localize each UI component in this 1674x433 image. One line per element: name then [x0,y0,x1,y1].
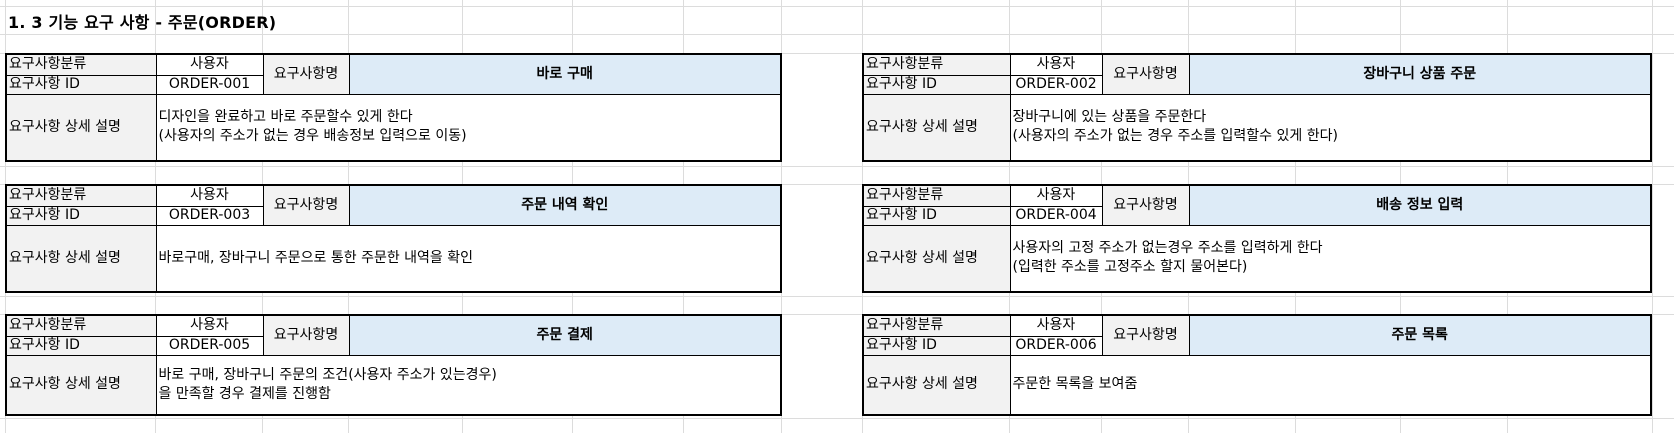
category-label: 요구사항분류 [862,314,1011,337]
req-id-value[interactable]: ORDER-002 [1009,74,1103,95]
detail-line-2: (입력한 주소를 고정주소 할지 물어본다) [1012,259,1248,276]
category-value[interactable]: 사용자 [155,314,264,337]
req-id-value[interactable]: ORDER-001 [155,74,264,95]
detail-line-2: (사용자의 주소가 없는 경우 배송정보 입력으로 이동) [158,128,467,145]
detail-line-2: (사용자의 주소가 없는 경우 주소를 입력할수 있게 한다) [1012,128,1338,145]
req-name-label: 요구사항명 [262,184,350,226]
requirement-card-order-005: 요구사항분류 사용자 요구사항명 주문 결제 요구사항 ID ORDER-005… [5,314,782,416]
detail-cell[interactable]: 장바구니에 있는 상품을 주문한다 (사용자의 주소가 없는 경우 주소를 입력… [1009,93,1652,162]
detail-cell[interactable]: 디자인을 완료하고 바로 주문할수 있게 한다 (사용자의 주소가 없는 경우 … [155,93,782,162]
detail-line-1: 주문한 목록을 보여줌 [1012,376,1138,393]
req-name-value[interactable]: 주문 결제 [348,314,782,356]
req-name-label: 요구사항명 [262,53,350,95]
sheet-title: 1. 3 기능 요구 사항 - 주문(ORDER) [8,13,277,32]
requirement-card-order-003: 요구사항분류 사용자 요구사항명 주문 내역 확인 요구사항 ID ORDER-… [5,184,782,293]
category-value[interactable]: 사용자 [155,184,264,207]
detail-label: 요구사항 상세 설명 [862,354,1011,416]
detail-label: 요구사항 상세 설명 [862,93,1011,162]
req-id-value[interactable]: ORDER-005 [155,335,264,356]
detail-label: 요구사항 상세 설명 [5,224,157,293]
detail-cell[interactable]: 사용자의 고정 주소가 없는경우 주소를 입력하게 한다 (입력한 주소를 고정… [1009,224,1652,293]
detail-label: 요구사항 상세 설명 [862,224,1011,293]
category-value[interactable]: 사용자 [155,53,264,76]
detail-line-1: 바로 구매, 장바구니 주문의 조건(사용자 주소가 있는경우) [158,366,497,383]
req-id-label: 요구사항 ID [862,74,1011,95]
category-label: 요구사항분류 [862,53,1011,76]
req-name-label: 요구사항명 [1101,53,1190,95]
req-id-value[interactable]: ORDER-003 [155,205,264,226]
requirement-card-order-002: 요구사항분류 사용자 요구사항명 장바구니 상품 주문 요구사항 ID ORDE… [862,53,1652,162]
req-name-value[interactable]: 장바구니 상품 주문 [1188,53,1652,95]
req-name-value[interactable]: 주문 내역 확인 [348,184,782,226]
req-id-label: 요구사항 ID [5,205,157,226]
category-label: 요구사항분류 [862,184,1011,207]
detail-label: 요구사항 상세 설명 [5,93,157,162]
req-name-label: 요구사항명 [262,314,350,356]
category-value[interactable]: 사용자 [1009,53,1103,76]
detail-line-1: 사용자의 고정 주소가 없는경우 주소를 입력하게 한다 [1012,240,1323,257]
requirement-card-order-004: 요구사항분류 사용자 요구사항명 배송 정보 입력 요구사항 ID ORDER-… [862,184,1652,293]
detail-line-1: 디자인을 완료하고 바로 주문할수 있게 한다 [158,109,413,126]
detail-cell[interactable]: 바로구매, 장바구니 주문으로 통한 주문한 내역을 확인 [155,224,782,293]
req-id-value[interactable]: ORDER-006 [1009,335,1103,356]
req-name-label: 요구사항명 [1101,314,1190,356]
req-id-label: 요구사항 ID [862,205,1011,226]
req-name-value[interactable]: 배송 정보 입력 [1188,184,1652,226]
req-id-label: 요구사항 ID [5,335,157,356]
category-value[interactable]: 사용자 [1009,184,1103,207]
category-label: 요구사항분류 [5,184,157,207]
detail-line-1: 바로구매, 장바구니 주문으로 통한 주문한 내역을 확인 [158,249,474,266]
detail-cell[interactable]: 주문한 목록을 보여줌 [1009,354,1652,416]
category-label: 요구사항분류 [5,53,157,76]
detail-label: 요구사항 상세 설명 [5,354,157,416]
detail-line-1: 장바구니에 있는 상품을 주문한다 [1012,109,1207,126]
category-label: 요구사항분류 [5,314,157,337]
req-id-label: 요구사항 ID [862,335,1011,356]
req-name-value[interactable]: 주문 목록 [1188,314,1652,356]
req-name-value[interactable]: 바로 구매 [348,53,782,95]
category-value[interactable]: 사용자 [1009,314,1103,337]
req-name-label: 요구사항명 [1101,184,1190,226]
detail-cell[interactable]: 바로 구매, 장바구니 주문의 조건(사용자 주소가 있는경우) 을 만족할 경… [155,354,782,416]
requirement-card-order-006: 요구사항분류 사용자 요구사항명 주문 목록 요구사항 ID ORDER-006… [862,314,1652,416]
detail-line-2: 을 만족할 경우 결제를 진행함 [158,385,331,402]
requirement-card-order-001: 요구사항분류 사용자 요구사항명 바로 구매 요구사항 ID ORDER-001… [5,53,782,162]
req-id-label: 요구사항 ID [5,74,157,95]
req-id-value[interactable]: ORDER-004 [1009,205,1103,226]
